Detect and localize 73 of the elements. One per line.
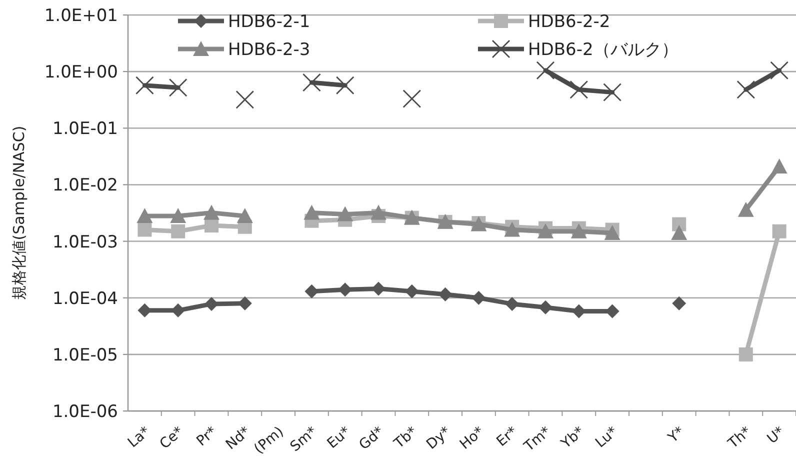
point [171,224,186,238]
point [603,83,622,102]
point [772,224,786,238]
y-tick-label: 1.0E-01 [52,119,118,140]
point [570,80,588,99]
point [336,76,354,94]
point [538,223,554,238]
point [136,208,153,223]
x-tick-label: Yb* [558,424,588,452]
point [169,78,188,97]
x-tick-label: Ce* [156,424,187,452]
point [370,204,386,220]
point [204,218,218,233]
x-tick-label: Y* [664,424,688,447]
point [538,300,552,314]
y-tick-label: 1.0E+01 [44,6,118,26]
legend-label: HDB6-2-2 [528,12,610,32]
legend-label: HDB6-2-1 [228,12,310,32]
point [338,282,352,297]
y-axis-title: 規格化値(Sample/NASC) [10,126,28,300]
point [671,225,688,240]
y-tick-label: 1.0E-04 [52,288,118,309]
point [738,202,754,217]
point [604,225,620,240]
point [570,223,587,238]
x-tick-label: Tm* [520,424,554,456]
y-tick-label: 1.0E-02 [52,176,118,196]
point [304,204,320,220]
y-tick-label: 1.0E-05 [52,345,118,366]
point [238,296,252,310]
point [402,90,421,108]
point [138,222,152,237]
point [404,284,419,298]
point [337,206,354,222]
point [136,76,154,94]
x-tick-label: Lu* [592,424,621,452]
point [536,61,554,80]
point [472,290,486,305]
point [236,90,254,109]
y-tick-label: 1.0E-06 [52,402,118,422]
point [738,347,753,362]
point [372,282,386,296]
x-tick-label: La* [125,424,154,452]
y-tick-label: 1.0E-03 [52,232,118,252]
x-tick-label: Th* [724,424,754,452]
x-tick-label: Er* [494,424,521,450]
point [204,296,218,311]
x-tick-label: Gd* [356,424,388,454]
x-tick-label: Dy* [424,424,454,453]
point [138,303,152,318]
x-tick-label: Tb* [390,424,420,452]
x-tick-label: Ho* [457,424,488,453]
point [770,61,788,80]
point [771,158,788,174]
x-tick-label: Nd* [222,424,254,454]
point [505,296,520,311]
point [672,296,686,310]
x-tick-label: Pr* [194,424,220,450]
point [438,287,452,302]
y-tick-label: 1.0E+00 [44,62,118,83]
point [736,80,755,99]
point [170,208,186,223]
legend-label: HDB6-2-3 [228,40,310,60]
x-tick-label: U* [764,424,788,448]
point [572,304,586,318]
point [302,74,321,92]
point [304,284,319,298]
legend-label: HDB6-2（バルク） [528,40,678,60]
point [204,204,220,220]
x-tick-label: Eu* [324,424,354,452]
point [171,303,186,318]
point [504,222,520,237]
point [236,208,253,223]
